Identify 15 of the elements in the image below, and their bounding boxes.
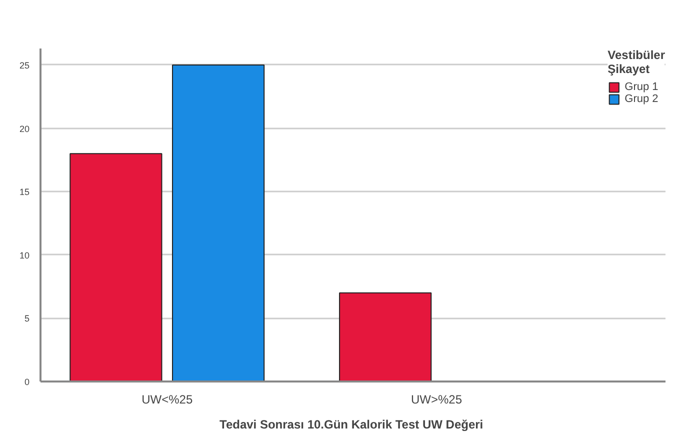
legend-label: Grup 2 — [624, 93, 658, 105]
bar — [172, 64, 265, 382]
legend-title: Vestibüler Şikayet — [608, 48, 665, 76]
y-tick-label: 10 — [19, 250, 30, 260]
bar — [339, 292, 432, 382]
y-tick-label: 0 — [24, 377, 30, 387]
y-tick-label: 15 — [19, 187, 30, 198]
legend-label: Grup 1 — [624, 81, 658, 93]
bar — [70, 153, 162, 382]
y-tick-label: 25 — [19, 60, 30, 70]
y-tick-label: 20 — [19, 124, 30, 134]
x-tick-label: UW<%25 — [142, 392, 193, 406]
x-tick-label: UW>%25 — [411, 392, 462, 406]
y-tick-label: 5 — [24, 314, 30, 324]
x-axis-title: Tedavi Sonrası 10.Gün Kalorik Test UW Değeri — [220, 418, 484, 432]
